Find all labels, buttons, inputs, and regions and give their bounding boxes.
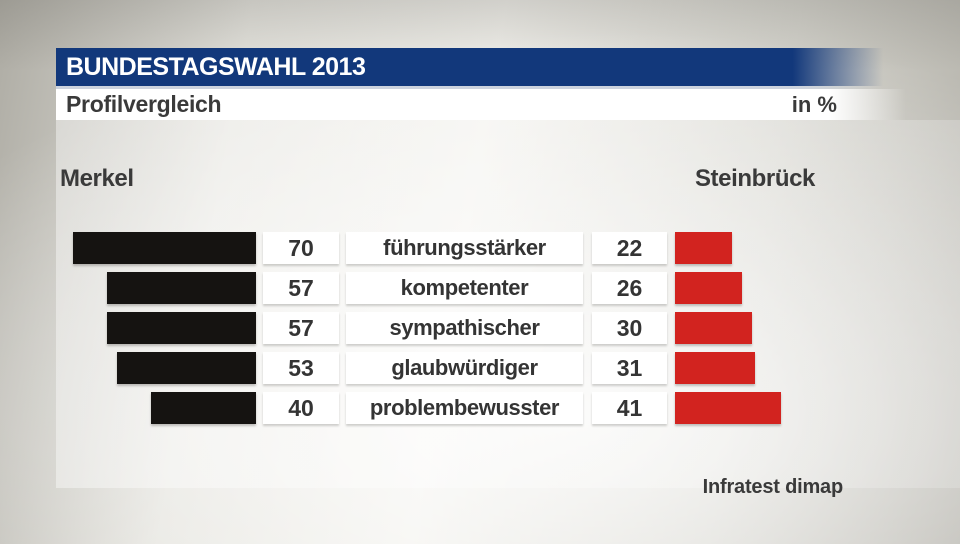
unit-label: in % <box>791 92 837 117</box>
chart-row: 40 problembewusster 41 <box>0 392 960 424</box>
chart-row: 70 führungsstärker 22 <box>0 232 960 264</box>
steinbrueck-value: 26 <box>592 272 667 304</box>
merkel-value: 70 <box>263 232 339 264</box>
merkel-value: 53 <box>263 352 339 384</box>
merkel-bar <box>107 312 256 344</box>
source-label: Infratest dimap <box>702 476 844 498</box>
category-label: führungsstärker <box>346 232 583 264</box>
merkel-bar <box>107 272 256 304</box>
steinbrueck-bar <box>675 312 752 344</box>
steinbrueck-bar <box>675 352 755 384</box>
steinbrueck-value: 22 <box>592 232 667 264</box>
category-label: problembewusster <box>346 392 583 424</box>
category-label: glaubwürdiger <box>346 352 583 384</box>
header-bar: BUNDESTAGSWAHL 2013 <box>56 48 960 86</box>
category-label: sympathischer <box>346 312 583 344</box>
content-glow-panel <box>56 120 960 488</box>
merkel-value: 57 <box>263 272 339 304</box>
page-title: Profilvergleich <box>66 91 222 117</box>
steinbrueck-value: 41 <box>592 392 667 424</box>
merkel-bar <box>151 392 256 424</box>
steinbrueck-value: 30 <box>592 312 667 344</box>
steinbrueck-bar <box>675 232 732 264</box>
header-title: BUNDESTAGSWAHL 2013 <box>66 53 366 81</box>
merkel-bar <box>73 232 256 264</box>
subtitle-bar: Profilvergleich <box>56 89 960 120</box>
candidate-name-right: Steinbrück <box>694 165 815 192</box>
steinbrueck-value: 31 <box>592 352 667 384</box>
merkel-bar <box>117 352 256 384</box>
header-separator <box>56 86 960 89</box>
merkel-value: 40 <box>263 392 339 424</box>
steinbrueck-bar <box>675 272 742 304</box>
merkel-value: 57 <box>263 312 339 344</box>
chart-row: 53 glaubwürdiger 31 <box>0 352 960 384</box>
steinbrueck-bar <box>675 392 781 424</box>
chart-row: 57 kompetenter 26 <box>0 272 960 304</box>
candidate-name-left: Merkel <box>60 165 134 192</box>
category-label: kompetenter <box>346 272 583 304</box>
chart-row: 57 sympathischer 30 <box>0 312 960 344</box>
